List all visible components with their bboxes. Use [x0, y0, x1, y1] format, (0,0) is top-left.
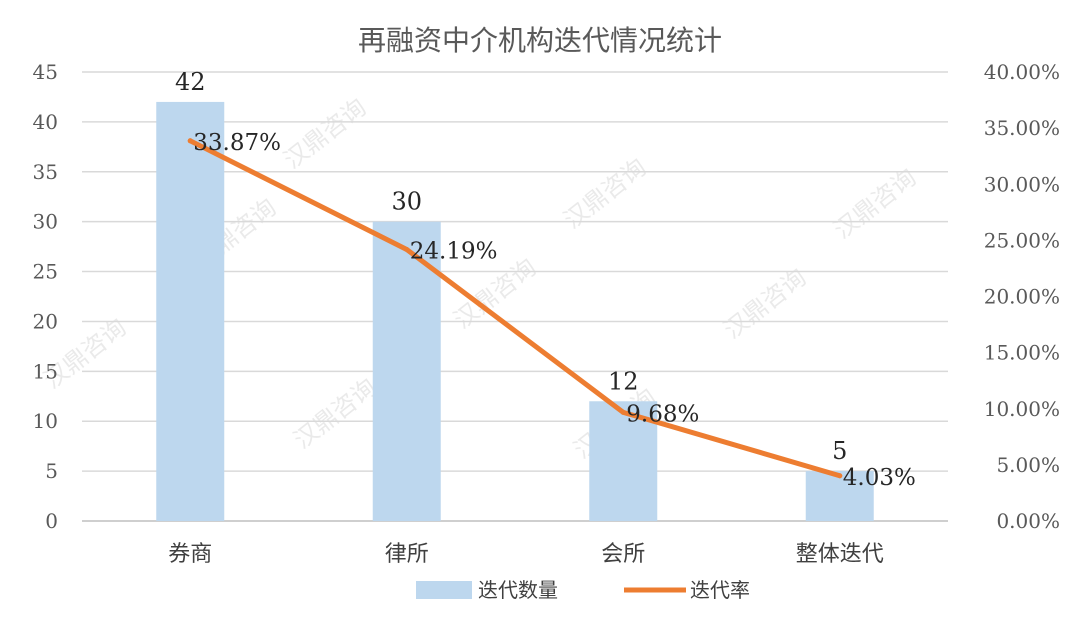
line-data-label: 24.19%	[410, 238, 498, 264]
legend: 迭代数量 迭代率	[416, 578, 750, 602]
chart-title: 再融资中介机构迭代情况统计	[358, 24, 722, 57]
bar-data-label: 5	[832, 437, 847, 465]
line-data-label: 4.03%	[843, 465, 916, 491]
line-point	[620, 409, 626, 415]
category-label: 律所	[385, 542, 429, 567]
right-axis-tick-label: 10.00%	[984, 397, 1060, 421]
left-axis-ticks: 0 5 10 15 20 25 30 35 40 45	[33, 60, 58, 533]
bar	[372, 221, 441, 521]
line-data-labels: 33.87% 24.19% 9.68% 4.03%	[193, 130, 916, 491]
right-axis-tick-label: 0.00%	[996, 509, 1060, 533]
left-axis-tick-label: 40	[33, 110, 58, 134]
left-axis-tick-label: 30	[33, 210, 58, 234]
bar	[805, 471, 874, 521]
watermark-text: 汉鼎咨询	[279, 93, 372, 174]
right-axis-ticks: 0.00% 5.00% 10.00% 15.00% 20.00% 25.00% 30.00%…	[984, 60, 1060, 533]
line-point	[187, 138, 193, 144]
category-label: 会所	[601, 542, 645, 567]
line-path	[187, 138, 843, 479]
line-data-label: 33.87%	[193, 130, 281, 156]
bar-data-label: 12	[608, 367, 639, 395]
right-axis-tick-label: 40.00%	[984, 60, 1060, 84]
watermark-text: 汉鼎咨询	[719, 263, 812, 344]
right-axis-tick-label: 35.00%	[984, 116, 1060, 140]
line-series	[187, 138, 843, 479]
watermark-text: 汉鼎咨询	[289, 373, 382, 454]
line-point	[837, 473, 843, 479]
left-axis-tick-label: 20	[33, 309, 58, 333]
category-labels: 券商 律所 会所 整体迭代	[168, 542, 884, 567]
legend-label-bar: 迭代数量	[478, 578, 558, 602]
watermark-text: 汉鼎咨询	[829, 163, 922, 244]
bar-data-label: 42	[175, 68, 206, 96]
legend-swatch-bar	[416, 581, 472, 599]
right-axis-tick-label: 20.00%	[984, 285, 1060, 309]
left-axis-tick-label: 10	[33, 409, 58, 433]
right-axis-tick-label: 15.00%	[984, 341, 1060, 365]
bar-data-labels: 42 30 12 5	[175, 68, 847, 465]
left-axis-tick-label: 0	[45, 509, 58, 533]
bar-series	[156, 101, 874, 521]
left-axis-tick-label: 5	[45, 459, 58, 483]
left-axis-tick-label: 45	[33, 60, 58, 84]
left-axis-tick-label: 35	[33, 160, 58, 184]
bar	[156, 101, 225, 521]
left-axis-tick-label: 15	[33, 359, 58, 383]
category-label: 整体迭代	[796, 542, 884, 567]
line-point	[404, 246, 410, 252]
gridlines	[82, 71, 948, 522]
category-label: 券商	[168, 542, 212, 567]
right-axis-tick-label: 30.00%	[984, 172, 1060, 196]
bar-data-label: 30	[391, 188, 422, 216]
right-axis-tick-label: 5.00%	[996, 453, 1060, 477]
left-axis-tick-label: 25	[33, 260, 58, 284]
line-data-label: 9.68%	[626, 401, 699, 427]
legend-label-line: 迭代率	[690, 578, 750, 602]
right-axis-tick-label: 25.00%	[984, 228, 1060, 252]
